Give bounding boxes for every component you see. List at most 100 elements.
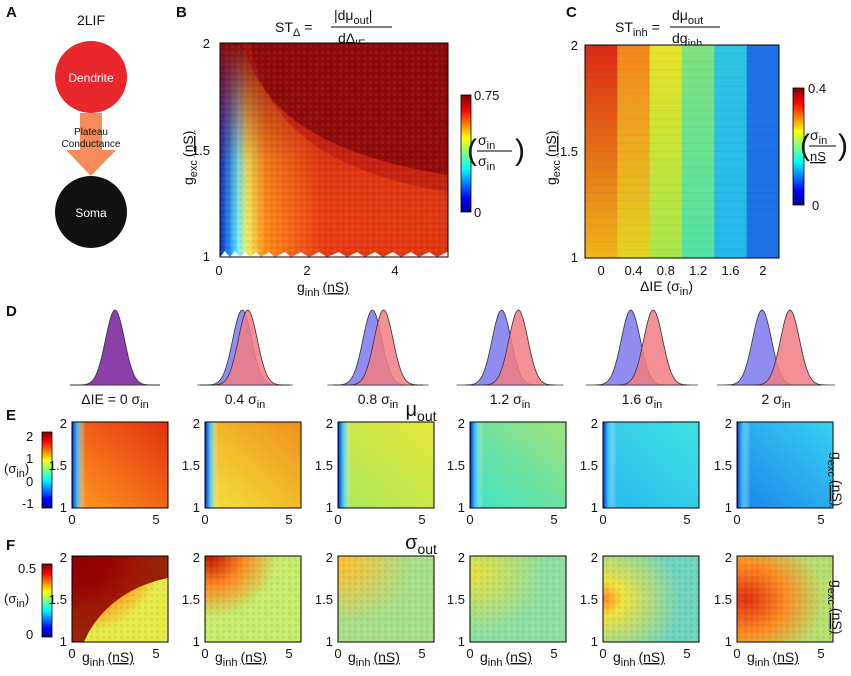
c-xtick: 1.6 [721, 263, 739, 278]
arrow-label-conductance: Conductance [62, 139, 121, 150]
f-subplot-1: 2 1.5 10 5 ginh (nS) [182, 550, 302, 669]
f-subplot-5: 2 1.5 10 5 ginh (nS) [714, 550, 834, 669]
arrow-label-plateau: Plateau [74, 127, 108, 138]
c-xtick: 2 [759, 263, 766, 278]
distribution-2: 0.8 σin [327, 309, 429, 411]
panel-e: E μout 2 1 0 -1 (σin) 21.510 521.510 521.5… [4, 399, 845, 527]
ytick: 1.5 [182, 458, 200, 473]
ytick: 1 [60, 634, 67, 649]
ytick: 1 [458, 500, 465, 515]
ytick: 1 [591, 634, 598, 649]
e-subplot-2: 2 1.5 10 5 [315, 416, 435, 527]
b-colorbar-unit-num: σin [478, 132, 495, 152]
xtick: 0 [466, 512, 473, 527]
xtick: 0 [201, 512, 208, 527]
b-ytick-2: 2 [203, 36, 210, 51]
panel-a: A 2LIF Dendrite Plateau Conductance Soma [6, 4, 127, 248]
excitatory-distribution [473, 309, 564, 386]
svg-text:|dμout|: |dμout| [334, 7, 372, 27]
ytick: 1 [725, 500, 732, 515]
c-colorbar-unit-den: nS [810, 149, 826, 164]
excitatory-distribution [338, 309, 429, 386]
distribution-label: 2 σin [762, 391, 791, 411]
distribution-5: 2 σin [717, 309, 835, 411]
ytick: 1.5 [580, 458, 598, 473]
f-xlabel: ginh (nS) [747, 649, 799, 669]
c-xtick: 0.8 [657, 263, 675, 278]
ytick: 1.5 [182, 592, 200, 607]
b-ytick-1p5: 1.5 [192, 143, 210, 158]
e-subplot-4: 2 1.5 10 5 [580, 416, 700, 527]
panel-b: B STΔ= |dμout| dΔIE 2 1.5 1 0 2 4 ginh(n… [176, 4, 525, 299]
c-column [585, 45, 618, 258]
distribution-label: 0.8 σin [358, 391, 399, 411]
svg-text:(: ( [800, 129, 810, 162]
c-ytick-1p5: 1.5 [560, 144, 578, 159]
panel-b-label: B [176, 4, 187, 21]
svg-text:(: ( [467, 134, 477, 167]
xtick: 0 [733, 512, 740, 527]
f-subplot-2: 2 1.5 10 5 ginh (nS) [315, 550, 435, 669]
excitatory-distribution [608, 309, 699, 386]
f-subplot-3: 2 1.5 10 5 ginh (nS) [447, 550, 567, 669]
f-xlabel: ginh (nS) [348, 649, 400, 669]
xtick: 5 [152, 646, 159, 661]
xtick: 5 [152, 512, 159, 527]
panel-d-distributions: ΔIE = 0 σin 0.4 σin 0.8 σin 1.2 σin 1.6 σin 2… [70, 309, 835, 411]
panel-c-formula: STinh = dμout dginh [615, 7, 720, 50]
c-column [649, 45, 683, 258]
ytick: 1.5 [714, 458, 732, 473]
ytick: 2 [458, 550, 465, 565]
panel-c-heatmap [585, 45, 780, 258]
svg-text:STΔ=: STΔ = [275, 19, 312, 39]
panel-d: D ΔIE = 0 σin 0.4 σin 0.8 σin 1.2 σin 1.6 σi… [6, 303, 835, 411]
panel-a-label: A [6, 4, 17, 21]
soma-label: Soma [75, 206, 107, 220]
e-plots: 21.510 521.510 521.510 521.510 521.510 521.51… [49, 416, 834, 527]
c-column [617, 45, 651, 258]
ytick: 1 [60, 500, 67, 515]
ytick: 1 [326, 634, 333, 649]
c-colorbar-min: 0 [812, 198, 819, 213]
ytick: 1 [193, 500, 200, 515]
xtick: 5 [550, 512, 557, 527]
distribution-3: 1.2 σin [456, 309, 564, 411]
c-ytick-1: 1 [571, 250, 578, 265]
xtick: 5 [550, 646, 557, 661]
e-cb-tick-1: 1 [26, 451, 33, 466]
xtick: 5 [683, 646, 690, 661]
ytick: 1 [458, 634, 465, 649]
e-subplot-3: 2 1.5 10 5 [447, 416, 567, 527]
b-xtick-2: 2 [303, 263, 310, 278]
ytick: 2 [60, 416, 67, 431]
xtick: 5 [418, 646, 425, 661]
dendrite-circle [55, 41, 127, 113]
panel-e-label: E [6, 407, 16, 424]
panel-c-label: C [566, 4, 577, 21]
ytick: 1 [725, 634, 732, 649]
b-colorbar-max: 0.75 [474, 88, 499, 103]
ytick: 2 [591, 416, 598, 431]
b-ytick-1: 1 [203, 249, 210, 264]
xtick: 0 [466, 646, 473, 661]
svg-text:): ) [515, 134, 525, 167]
f-cb-label: (σin) [4, 591, 29, 610]
svg-text:STinh=: STinh = [615, 19, 660, 39]
ytick: 2 [193, 550, 200, 565]
b-xtick-0: 0 [215, 263, 222, 278]
b-xtick-4: 4 [391, 263, 398, 278]
c-column [746, 45, 780, 258]
ytick: 1 [326, 500, 333, 515]
ytick: 1.5 [49, 458, 67, 473]
ytick: 2 [326, 416, 333, 431]
xtick: 0 [599, 512, 606, 527]
ytick: 1.5 [447, 458, 465, 473]
panel-c: C STinh = dμout dginh 2 1.5 1 0 0.4 0.8 1.2 1… [543, 4, 848, 298]
c-xtick: 0.4 [624, 263, 642, 278]
xtick: 0 [733, 646, 740, 661]
distribution-1: 0.4 σin [197, 309, 293, 411]
distribution-label: 0.4 σin [225, 391, 266, 411]
ytick: 1 [193, 634, 200, 649]
e-colorbar: 2 1 0 -1 (σin) [4, 429, 53, 511]
